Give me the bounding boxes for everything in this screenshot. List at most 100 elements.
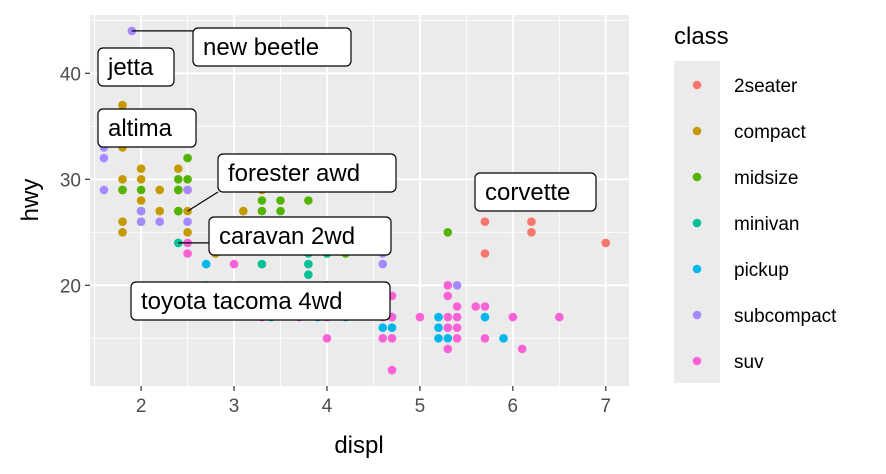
legend-label: pickup [734,260,789,281]
legend-title: class [674,23,729,50]
axis-ticks: 2 3 4 5 6 7 20 30 40 [60,64,611,417]
annotation-box [208,216,392,256]
data-point-midsize [276,206,285,216]
legend-key-midsize [692,172,702,182]
data-point-midsize [276,196,285,205]
data-point-midsize [136,185,146,195]
data-point-suv [378,334,388,343]
legend-key-2seater [692,80,702,90]
data-point-midsize [173,175,183,184]
legend-label: compact [734,122,807,143]
data-point-pickup [480,312,490,322]
annotation-box [130,281,391,321]
data-point-suv [443,323,453,333]
data-point-pickup [434,312,443,322]
x-tick-label: 3 [229,396,240,417]
data-point-pickup [443,334,453,343]
data-point-pickup [434,334,443,343]
annotation-box [97,108,197,148]
legend-key-subcompact [692,310,702,320]
data-point-pickup [201,259,211,269]
data-point-subcompact [452,281,462,290]
legend-key-pickup [692,264,702,274]
y-tick-label: 40 [60,64,81,85]
data-point-midsize [304,196,313,205]
data-point-compact [136,196,146,205]
legend-label: subcompact [734,306,837,327]
data-point-subcompact [378,259,388,269]
data-point-compact [118,100,127,110]
legend-key-minivan [692,218,702,228]
data-point-midsize [173,185,183,195]
y-axis-title: hwy [17,179,44,222]
x-tick-label: 2 [136,396,147,417]
data-point-subcompact [136,206,146,216]
data-point-suv [229,259,239,269]
data-point-subcompact [136,217,146,226]
data-point-suv [555,312,564,322]
data-point-compact [136,164,146,173]
point-annotations: new beetle jetta altima forester awd caravan… [97,27,597,321]
data-point-suv [517,344,527,354]
data-point-pickup [378,323,388,333]
data-point-midsize [183,175,192,184]
data-point-suv [415,312,425,322]
data-point-subcompact [99,185,109,195]
x-tick-label: 7 [600,396,611,417]
data-point-suv [452,312,462,322]
data-point-compact [173,164,183,173]
data-point-compact [136,175,146,184]
data-point-suv [443,344,453,354]
annotation-label: new beetle [203,34,319,61]
legend-key-compact [692,126,702,136]
data-point-pickup [387,323,397,333]
data-point-suv [443,312,453,322]
data-point-midsize [443,228,453,237]
data-point-suv [452,302,462,311]
y-tick-label: 30 [60,170,81,191]
legend-label: midsize [734,168,798,189]
x-tick-label: 5 [415,396,426,417]
legend-label: 2seater [734,76,798,97]
data-point-suv [452,334,462,343]
data-point-subcompact [183,217,192,226]
data-point-pickup [499,334,508,343]
data-point-midsize [257,206,267,216]
annotation-label: altima [108,115,173,142]
annotation-label: jetta [107,54,154,81]
y-tick-label: 20 [60,276,81,297]
legend-key-suv [692,356,702,366]
annotation-box [217,153,397,193]
data-point-2seater [480,217,490,226]
data-point-suv [471,302,480,311]
data-point-suv [480,302,490,311]
data-point-suv [322,334,332,343]
data-point-suv [452,323,462,333]
data-point-suv [480,334,490,343]
legend: class 2seater compact midsize minivan pickup… [674,23,837,383]
data-point-suv [508,312,518,322]
data-point-suv [387,365,397,375]
annotation-leader-line [187,191,219,212]
annotation-box [97,47,175,87]
annotation-label: toyota tacoma 4wd [141,288,342,315]
data-point-subcompact [99,153,109,163]
data-point-compact [118,228,127,237]
data-point-compact [239,206,248,216]
data-point-minivan [304,259,313,269]
data-point-compact [118,217,127,226]
data-point-suv [443,291,453,301]
legend-label: suv [734,352,764,373]
data-point-compact [155,185,164,195]
annotation-label: forester awd [228,160,360,187]
x-tick-label: 4 [322,396,333,417]
data-point-compact [183,228,192,237]
data-point-subcompact [155,217,164,226]
legend-label: minivan [734,214,799,235]
data-point-compact [155,206,164,216]
data-point-midsize [257,196,267,205]
data-point-midsize [118,185,127,195]
data-point-minivan [304,270,313,280]
data-point-suv [183,249,192,258]
